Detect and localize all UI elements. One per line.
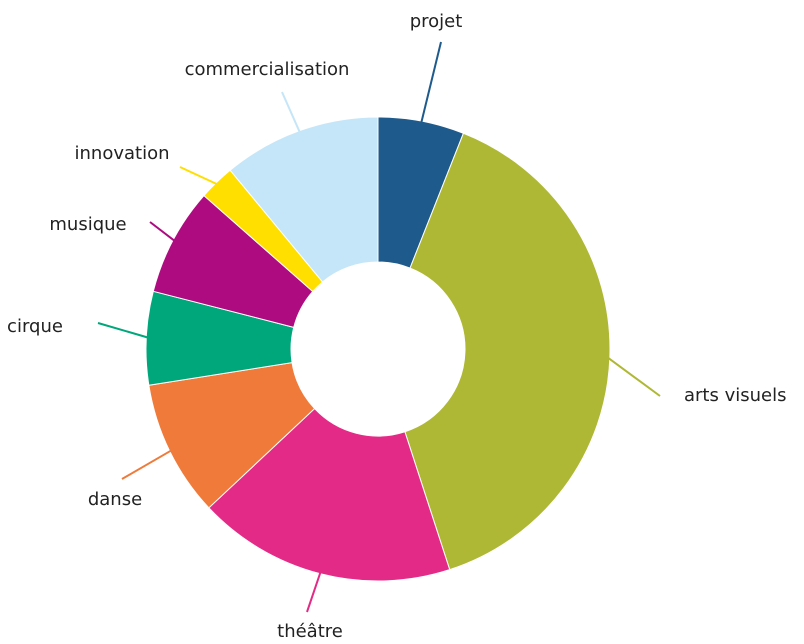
leader-line (281, 91, 302, 135)
leader-line (121, 448, 174, 480)
leader-line (306, 569, 323, 613)
donut-segment (404, 132, 611, 571)
leader-line (419, 41, 442, 126)
leader-line (179, 166, 220, 187)
segment-label: commercialisation (185, 59, 350, 80)
segment-label: arts visuels (684, 385, 786, 406)
donut-segment (229, 116, 379, 283)
segment-label: théâtre (277, 621, 343, 642)
segment-label: musique (49, 214, 126, 235)
segment-label: danse (88, 489, 142, 510)
leader-line (605, 355, 661, 397)
segment-label: projet (410, 11, 463, 32)
leader-line (149, 221, 178, 244)
segment-label: cirque (7, 316, 63, 337)
leader-line (97, 322, 151, 340)
segment-label: innovation (75, 143, 170, 164)
